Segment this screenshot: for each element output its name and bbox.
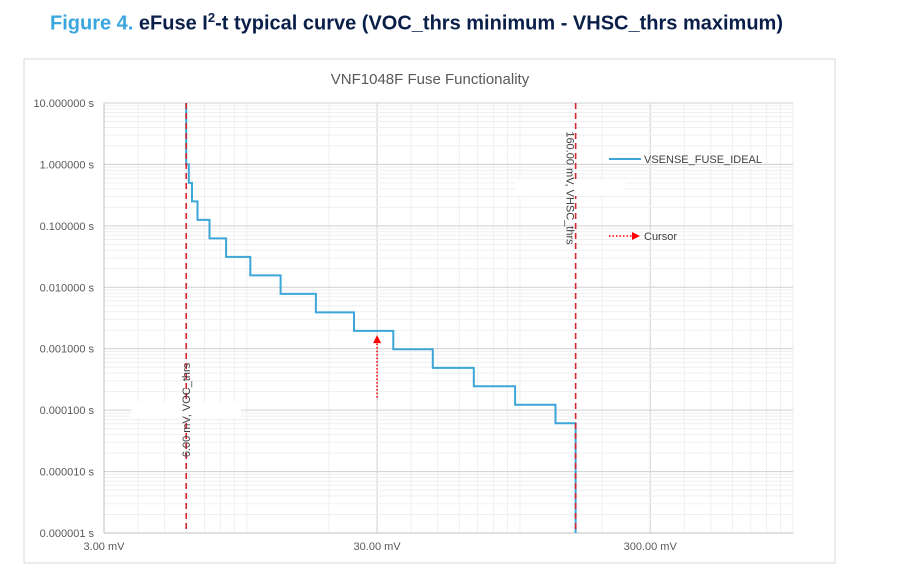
chart-frame xyxy=(23,58,836,564)
chart-title: VNF1048F Fuse Functionality xyxy=(331,71,530,88)
caption-text-rest: -t typical curve (VOC_thrs minimum - VHS… xyxy=(215,12,783,35)
x-tick-label: 300.00 mV xyxy=(624,541,678,553)
y-tick-label: 0.001000 s xyxy=(40,344,95,356)
caption-text: eFuse I xyxy=(138,12,208,35)
y-tick-label: 0.100000 s xyxy=(40,221,95,233)
y-tick-label: 0.000001 s xyxy=(40,528,95,540)
y-tick-label: 1.000000 s xyxy=(40,159,95,171)
y-tick-label: 0.000010 s xyxy=(40,467,95,479)
x-tick-label: 30.00 mV xyxy=(354,541,402,553)
y-tick-label: 10.000000 s xyxy=(33,98,94,110)
series-line-vsense_fuse_ideal xyxy=(185,103,577,533)
y-tick-label: 0.000100 s xyxy=(40,405,95,417)
cursor-arrowhead xyxy=(373,335,382,344)
y-tick-label: 0.010000 s xyxy=(40,282,95,294)
marker-label-bg xyxy=(131,402,242,418)
x-tick-label: 3.00 mV xyxy=(84,541,126,553)
caption-superscript: 2 xyxy=(207,10,216,25)
legend-label-series: VSENSE_FUSE_IDEAL xyxy=(644,154,762,166)
legend-label-cursor: Cursor xyxy=(644,231,677,243)
threshold-marker-label: 160.00 mV, VHSC_thrs xyxy=(564,131,576,245)
threshold-marker-label: 6.00 mV, VOC_thrs xyxy=(181,362,193,457)
figure-caption: Figure 4. eFuse I2-t typical curve (VOC_… xyxy=(50,10,783,36)
figure-label: Figure 4. xyxy=(50,12,134,35)
marker-label-bg xyxy=(515,180,626,196)
legend-cursor-arrow-icon xyxy=(632,232,640,240)
